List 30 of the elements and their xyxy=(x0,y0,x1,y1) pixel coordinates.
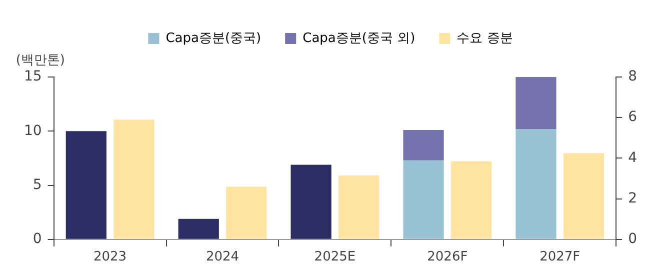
bar xyxy=(114,120,154,239)
bar xyxy=(516,77,556,129)
bar xyxy=(66,131,106,239)
y-tick-label: 15 xyxy=(24,68,42,85)
bar xyxy=(450,161,492,239)
x-tick-label: 2024 xyxy=(206,250,240,265)
bar xyxy=(338,175,380,239)
legend-label: 수요 증분 xyxy=(456,30,513,46)
x-tick-label: 2026F xyxy=(427,250,468,265)
y-axis-title: (백만톤) xyxy=(16,52,65,68)
bar xyxy=(403,130,444,160)
bar xyxy=(563,153,604,239)
y2-tick-label: 6 xyxy=(628,109,638,126)
y2-tick-label: 2 xyxy=(628,190,638,206)
legend-label: Capa증분(중국) xyxy=(166,30,262,46)
y-tick-label: 0 xyxy=(32,231,42,248)
x-tick-label: 2027F xyxy=(540,250,580,265)
bar xyxy=(226,186,267,239)
y2-tick-label: 8 xyxy=(628,68,638,85)
legend-label: Capa증분(중국 외) xyxy=(302,30,416,46)
y2-tick-label: 0 xyxy=(628,231,638,248)
bar xyxy=(290,164,332,239)
x-tick-label: 2023 xyxy=(93,250,127,265)
bar xyxy=(178,218,219,239)
y-tick-label: 5 xyxy=(32,176,42,193)
y2-tick-label: 4 xyxy=(628,150,638,166)
bar xyxy=(403,160,444,239)
bar xyxy=(516,128,556,239)
y-tick-label: 10 xyxy=(24,122,42,139)
x-tick-label: 2025E xyxy=(314,250,356,265)
